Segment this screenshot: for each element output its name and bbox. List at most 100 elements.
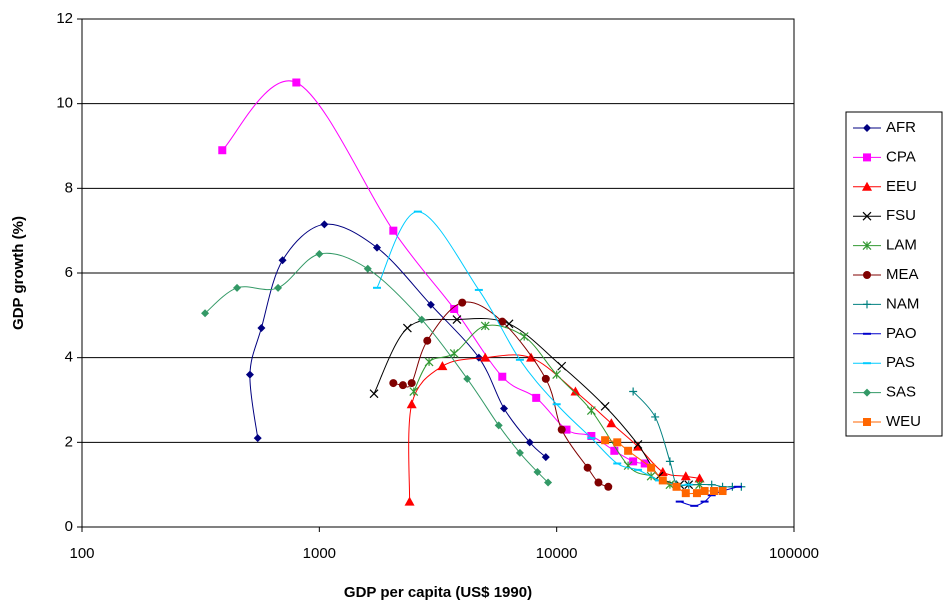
marker (426, 300, 435, 309)
marker (315, 249, 324, 258)
marker (544, 478, 553, 487)
legend-box (845, 111, 943, 437)
marker (525, 438, 534, 447)
marker (406, 399, 417, 409)
x-tick-label: 100000 (769, 545, 819, 562)
marker (498, 317, 507, 326)
marker (604, 482, 613, 491)
legend-label: FSU (886, 207, 916, 224)
marker (583, 463, 592, 472)
y-axis-title: GDP growth (%) (10, 216, 27, 330)
marker (437, 361, 448, 371)
marker (863, 153, 871, 162)
marker (863, 300, 871, 309)
marker (320, 220, 329, 229)
legend-label: EEU (886, 178, 917, 195)
legend-label: CPA (886, 148, 916, 165)
marker (624, 446, 633, 455)
marker (404, 496, 415, 506)
marker (463, 374, 472, 383)
marker (863, 388, 871, 397)
marker (629, 457, 638, 466)
series-layer (201, 78, 746, 507)
marker (709, 487, 718, 496)
marker (651, 412, 660, 421)
marker (494, 421, 503, 430)
marker (407, 379, 416, 388)
marker (601, 436, 610, 445)
marker (480, 352, 491, 362)
marker (369, 389, 379, 399)
marker (680, 471, 691, 481)
marker (657, 466, 668, 476)
y-tick-label: 2 (65, 433, 73, 450)
legend-label: SAS (886, 384, 916, 401)
marker (570, 386, 581, 396)
marker (450, 304, 459, 313)
marker (541, 374, 550, 383)
marker (681, 489, 690, 498)
marker (552, 370, 562, 380)
x-tick-label: 100 (69, 545, 94, 562)
marker (274, 283, 283, 292)
legend-label: NAM (886, 295, 919, 312)
marker (292, 78, 301, 87)
marker (629, 387, 638, 396)
legend-label: WEU (886, 413, 921, 430)
marker (587, 431, 596, 440)
marker (658, 476, 667, 485)
marker (613, 438, 622, 447)
marker (424, 357, 434, 367)
marker (423, 336, 432, 345)
marker (218, 146, 227, 155)
y-tick-label: 4 (65, 349, 73, 366)
x-tick-label: 1000 (303, 545, 336, 562)
marker (480, 321, 490, 331)
y-tick-label: 6 (65, 264, 73, 281)
marker (278, 256, 287, 265)
marker (533, 467, 542, 476)
y-tick-label: 0 (65, 518, 73, 535)
marker (672, 482, 681, 491)
marker (409, 387, 419, 396)
marker (398, 381, 407, 390)
marker (647, 463, 656, 472)
legend-label: AFR (886, 119, 916, 136)
marker (700, 487, 709, 496)
series-line (373, 318, 689, 486)
marker (201, 309, 210, 318)
marker (863, 124, 871, 132)
marker (594, 478, 603, 487)
marker (389, 226, 398, 235)
y-tick-label: 8 (65, 179, 73, 196)
marker (600, 401, 610, 411)
y-tick-label: 12 (56, 10, 73, 27)
marker (586, 406, 596, 416)
marker (532, 393, 541, 402)
marker (862, 181, 872, 191)
marker (402, 323, 412, 333)
marker (718, 487, 727, 496)
marker (458, 298, 467, 307)
marker (474, 353, 483, 362)
legend-label: PAO (886, 325, 917, 342)
legend-label: PAS (886, 354, 915, 371)
marker (500, 404, 509, 413)
x-tick-label: 10000 (536, 545, 578, 562)
marker (610, 446, 619, 455)
marker (257, 324, 266, 333)
marker (606, 418, 617, 428)
marker (417, 315, 426, 324)
legend-label: LAM (886, 237, 917, 254)
marker (862, 241, 872, 251)
marker (389, 379, 398, 388)
marker (562, 425, 571, 434)
marker (694, 473, 705, 483)
marker (692, 489, 701, 498)
marker (504, 319, 514, 329)
marker (363, 264, 372, 273)
marker (245, 370, 254, 379)
marker (449, 349, 459, 358)
marker (233, 283, 242, 292)
marker (498, 372, 507, 381)
